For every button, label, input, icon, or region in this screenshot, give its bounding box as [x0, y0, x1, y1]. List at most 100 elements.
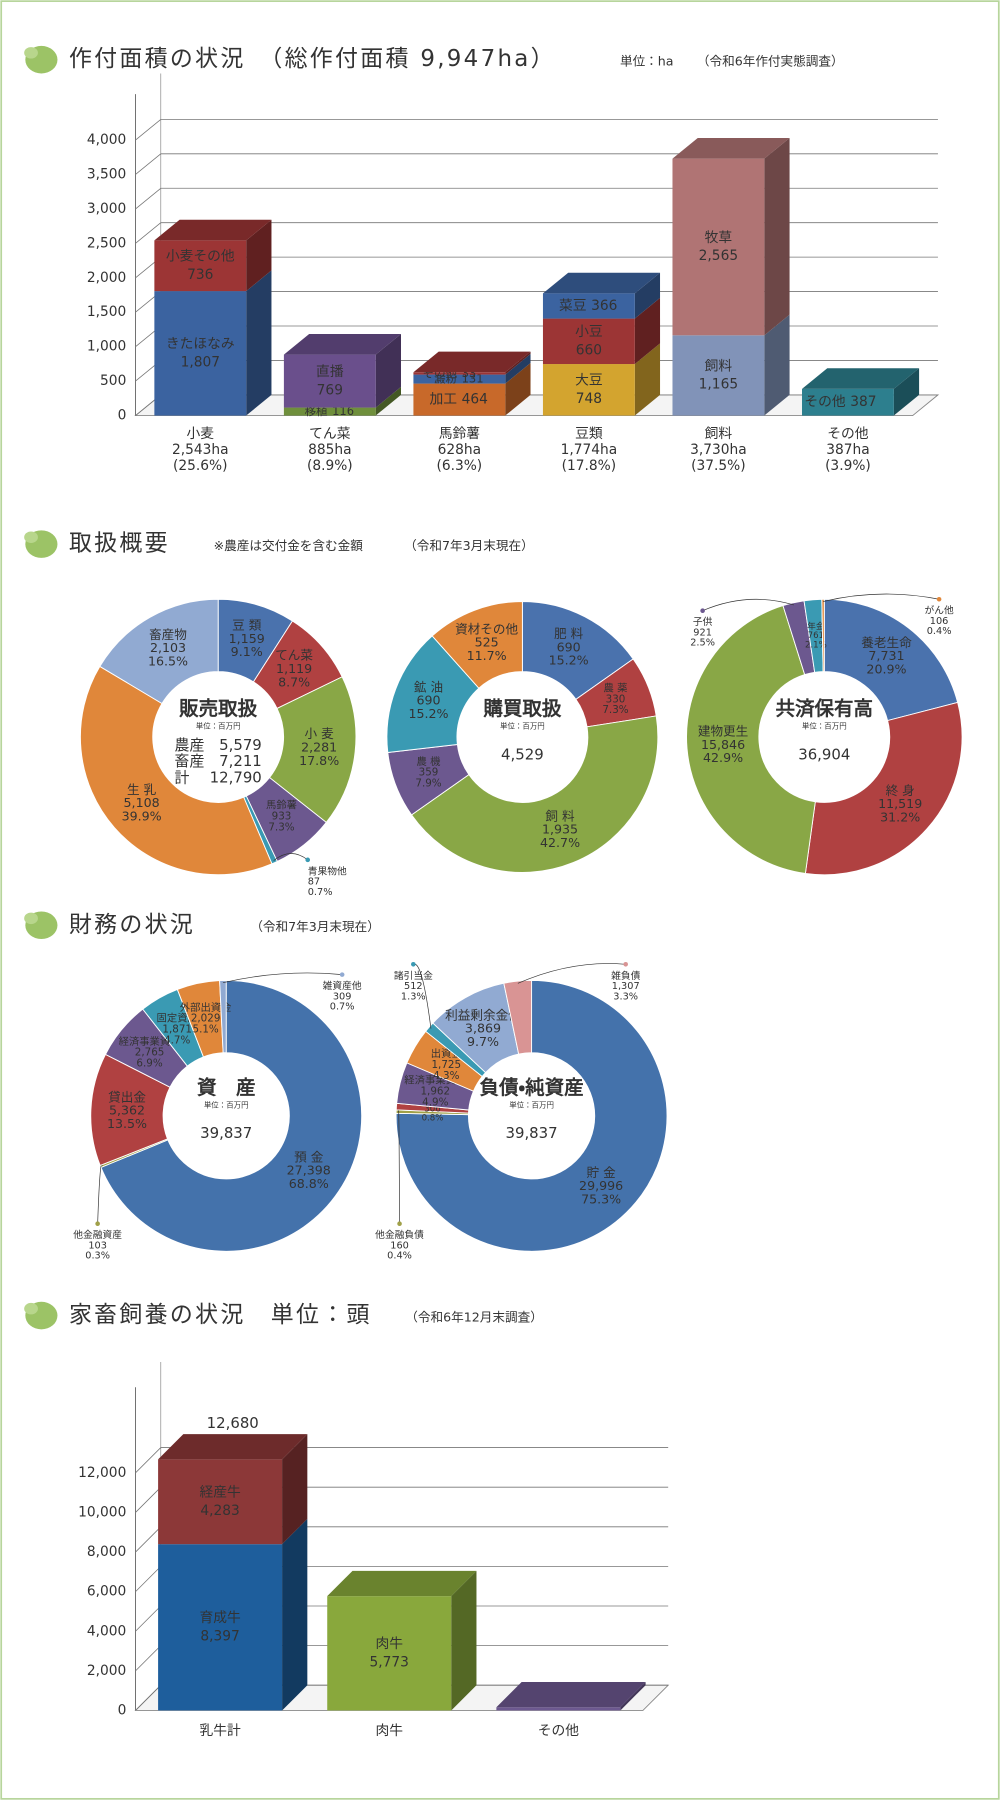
bar-segment [413, 372, 506, 375]
segment-name: 育成牛 [199, 1610, 241, 1626]
segment-share: 75.3% [581, 1191, 621, 1206]
bar-top [327, 1570, 477, 1597]
donut-segment [100, 979, 363, 1252]
y-tick-label: 2,000 [87, 270, 126, 286]
bar-top [283, 333, 401, 355]
center-label: 計 [175, 768, 190, 786]
bar-side [505, 362, 531, 416]
segment-share: 20.9% [866, 661, 906, 676]
share-label: (3.9%) [825, 458, 871, 474]
x-tick-label: 乳牛計 [199, 1723, 241, 1739]
bar-side [634, 272, 661, 319]
donut-unit: 単位：百万円 [500, 721, 545, 731]
segment-value: 106 [930, 616, 949, 627]
donut-chart: 貯 金29,99675.3%他金融負債1600.4%借入金3060.8%経済事業… [375, 961, 668, 1262]
segment-value: 29,996 [579, 1178, 623, 1193]
segment-share: 3.3% [613, 991, 638, 1002]
bar-segment [542, 293, 635, 319]
segment-value: 15,846 [701, 737, 745, 752]
y-tick-label: 1,500 [87, 304, 126, 320]
x-tick-label: 飼料 [705, 426, 733, 442]
total-label: 1,774ha [561, 442, 618, 458]
y-tick-label: 3,500 [87, 166, 126, 182]
grid-line [135, 1684, 162, 1711]
bar-top [542, 272, 661, 294]
section-title: 家畜飼養の状況 単位：頭 [69, 1302, 372, 1328]
segment-share: 2.5% [690, 638, 715, 649]
x-tick-label: 豆類 [575, 426, 603, 442]
bar-side [282, 1434, 308, 1545]
segment-value: 3,869 [465, 1021, 501, 1036]
total-label: 2,543ha [172, 442, 229, 458]
segment-share: 13.5% [107, 1116, 147, 1131]
callout-dot [397, 1221, 402, 1227]
section-note: 単位：ha [620, 53, 674, 68]
bar-chart: 0 500 1,000 1,500 2,000 2,500 3,000 3,500 4,000 き… [87, 73, 940, 474]
segment-name: 資材その他 [455, 621, 518, 636]
segment-value: 736 [187, 267, 213, 283]
y-tick-label: 500 [100, 373, 126, 389]
section-title: 財務の状況 [69, 912, 195, 938]
segment-value: 769 [317, 382, 343, 398]
segment-value: 8,397 [200, 1629, 239, 1645]
segment-value: 921 [693, 627, 712, 638]
y-tick-label: 6,000 [87, 1584, 126, 1600]
donut-unit: 単位：百万円 [509, 1099, 554, 1109]
segment-name: 養老生命 [861, 635, 912, 650]
donut-segment [395, 979, 668, 1252]
segment-name: 農 機 [417, 755, 442, 768]
y-tick-label: 0 [118, 1702, 127, 1718]
bar-segment [283, 407, 376, 416]
y-tick-label: 1,000 [87, 339, 126, 355]
x-tick-label: てん菜 [309, 426, 351, 442]
total-label: 885ha [308, 442, 351, 458]
section-note: （令和6年作付実態調査） [697, 53, 844, 68]
bar-segment [496, 1707, 621, 1711]
segment-share: 9.1% [231, 644, 263, 659]
y-tick-label: 4,000 [87, 132, 126, 148]
y-tick-label: 3,000 [87, 201, 126, 217]
bar-side [282, 1518, 308, 1711]
x-tick-label: その他 [538, 1723, 580, 1739]
segment-value: 87 [308, 877, 320, 888]
segment-name: 加工 [430, 392, 458, 408]
total-label: 12,680 [207, 1414, 259, 1432]
bar-side [375, 386, 401, 416]
segment-value: 4,283 [200, 1503, 239, 1519]
segment-value: 5,773 [370, 1654, 409, 1670]
bar-side [375, 333, 401, 408]
segment-name: 利益剰余金他 [445, 1007, 521, 1022]
share-label: (8.9%) [307, 458, 353, 474]
x-tick-label: 小麦 [187, 426, 215, 442]
bar-side [893, 368, 920, 416]
callout-line [822, 593, 940, 602]
segment-value: 1,165 [699, 377, 738, 393]
segment-share: 0.7% [308, 887, 333, 898]
segment-value: 1,962 [420, 1086, 450, 1098]
segment-name: 飼料 [705, 358, 733, 374]
grid-line [135, 1566, 162, 1592]
donut-segment [410, 715, 659, 873]
bar-top [413, 351, 531, 373]
center-value: 4,529 [501, 745, 544, 763]
segment-share: 7.3% [268, 821, 294, 833]
segment-value: 131 [462, 372, 484, 386]
bar-top [154, 219, 272, 241]
donut-title: 負債・純資産 [479, 1076, 583, 1099]
bar-top [158, 1434, 308, 1460]
segment-share: 0.4% [927, 626, 952, 637]
segment-share: 17.8% [299, 753, 339, 768]
center-label: 畜産 [175, 752, 205, 770]
grid-line [135, 1486, 162, 1513]
grid-line [135, 1447, 162, 1474]
segment-value: 5,362 [109, 1103, 145, 1118]
segment-value: 1,119 [276, 661, 312, 676]
segment-value: 660 [576, 342, 602, 358]
total-label: 387ha [826, 442, 869, 458]
bar-segment [413, 374, 506, 384]
donut-segment [219, 979, 227, 1054]
heading-icon [24, 47, 38, 59]
segment-name: 年金 [807, 620, 825, 632]
